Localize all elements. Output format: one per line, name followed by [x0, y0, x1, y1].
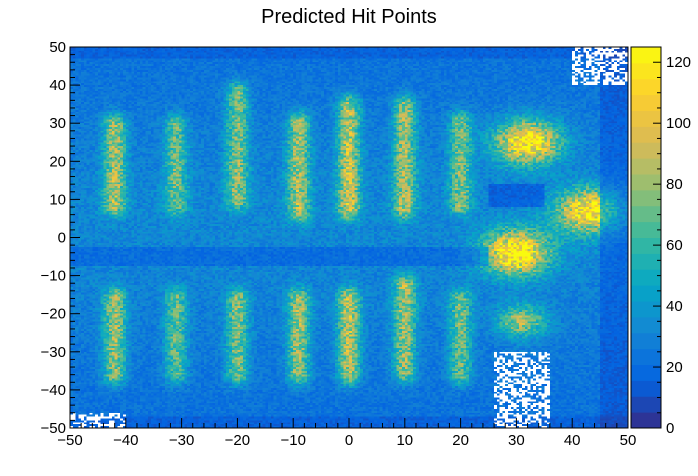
color-scale-tick-label: 100 [666, 115, 691, 132]
x-axis-tick-label: 30 [508, 432, 525, 449]
axes: −50 −40 −30 −20 −10 0 10 20 30 40 50 −50 −40 −30 −20 −1… [41, 39, 637, 449]
x-axis-tick-label: 40 [564, 432, 581, 449]
x-axis-tick-label: −40 [113, 432, 138, 449]
x-axis-tick-label: −50 [57, 432, 82, 449]
y-axis-tick-label: −40 [41, 382, 66, 399]
color-scale-tick-label: 80 [666, 176, 683, 193]
y-axis-tick-label: −10 [41, 268, 66, 285]
color-scale-step [631, 205, 661, 223]
color-scale-step [631, 110, 661, 127]
heatmap-cells [70, 47, 628, 428]
y-axis-tick-label: 20 [49, 153, 66, 170]
y-axis-tick-label: 0 [58, 230, 66, 247]
color-scale-step [631, 285, 661, 302]
color-scale-step [631, 142, 661, 159]
color-scale-step [631, 158, 661, 175]
color-scale-step [631, 126, 661, 143]
color-scale-step [631, 47, 661, 64]
color-scale-step [631, 237, 661, 254]
color-scale-step [631, 253, 661, 270]
x-axis-tick-label: −20 [225, 432, 250, 449]
color-scale-step [631, 301, 661, 318]
y-axis-tick-label: −50 [41, 420, 66, 437]
chart-title: Predicted Hit Points [261, 6, 437, 28]
y-axis-tick-label: −20 [41, 306, 66, 323]
x-axis-tick-label: −10 [280, 432, 305, 449]
color-scale-tick-label: 0 [666, 420, 674, 437]
plot-area [70, 47, 628, 428]
color-scale-bar: 0 20 40 60 80 100 120 [630, 46, 691, 437]
color-scale-step [631, 364, 661, 381]
color-scale-tick-label: 60 [666, 237, 683, 254]
color-scale-tick-label: 20 [666, 359, 683, 376]
color-scale-step [631, 380, 661, 397]
x-axis-tick-label: 20 [452, 432, 469, 449]
y-axis-tick-label: 10 [49, 191, 66, 208]
color-scale-step [631, 78, 661, 96]
color-scale-step [631, 412, 661, 429]
color-scale-step [631, 62, 661, 80]
color-scale-step [631, 348, 661, 365]
color-scale-step [631, 221, 661, 238]
x-axis-tick-label: 50 [620, 432, 637, 449]
color-scale-step [631, 94, 661, 111]
color-scale-step [631, 269, 661, 286]
y-axis-tick-label: 40 [49, 77, 66, 94]
color-scale-step [631, 396, 661, 413]
color-scale-tick-label: 120 [666, 54, 691, 71]
x-axis-tick-label: 10 [396, 432, 413, 449]
color-scale-step [631, 174, 661, 191]
color-scale-step [631, 332, 661, 350]
color-scale-frame [630, 46, 662, 429]
x-axis-tick-label: 0 [345, 432, 353, 449]
y-axis-tick-label: 30 [49, 115, 66, 132]
y-axis-tick-label: −30 [41, 344, 66, 361]
x-axis-tick-label: −30 [169, 432, 194, 449]
color-scale-tick-label: 40 [666, 298, 683, 315]
color-scale-step [631, 189, 661, 207]
color-scale-step [631, 316, 661, 334]
y-axis-tick-label: 50 [49, 39, 66, 56]
